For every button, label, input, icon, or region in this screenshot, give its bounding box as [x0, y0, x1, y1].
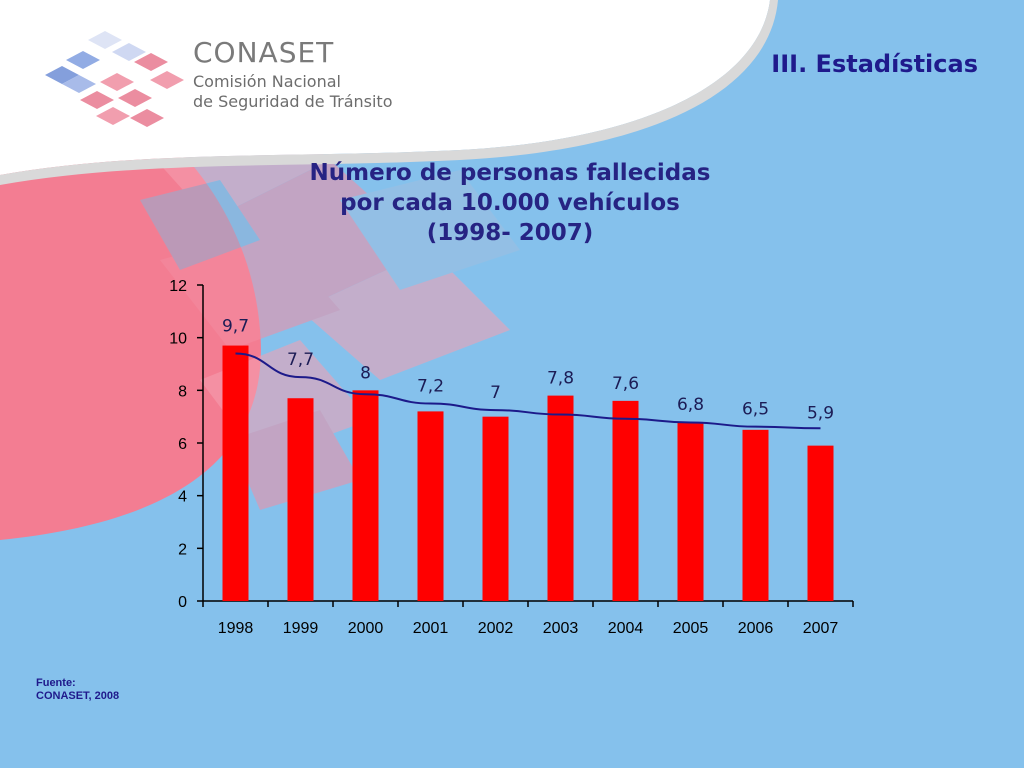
bar — [677, 421, 704, 601]
data-label: 7,6 — [612, 374, 639, 394]
x-tick-label: 2006 — [738, 620, 774, 637]
trend-line-path — [235, 352, 821, 430]
x-tick-label: 2003 — [543, 620, 579, 637]
data-label: 9,7 — [222, 317, 249, 337]
y-axis: 0 2 4 6 8 10 12 — [169, 278, 204, 611]
chart-title: Número de personas fallecidas por cada 1… — [270, 158, 750, 248]
x-tick-label: 2007 — [803, 620, 839, 637]
data-label: 7,2 — [417, 377, 444, 397]
x-tick-label: 2002 — [478, 620, 514, 637]
bar — [547, 395, 574, 601]
section-title: III. Estadísticas — [771, 50, 978, 78]
bar — [482, 416, 509, 601]
x-tick-label: 1998 — [218, 620, 254, 637]
y-tick-label: 0 — [178, 594, 187, 611]
y-tick-label: 2 — [178, 541, 187, 558]
bar — [612, 400, 639, 601]
bar — [742, 429, 769, 601]
bars — [222, 345, 834, 601]
chart-title-line1: Número de personas fallecidas — [309, 160, 711, 186]
data-label: 8 — [360, 363, 371, 383]
chart-title-line3: (1998- 2007) — [426, 220, 594, 246]
y-tick-label: 6 — [178, 436, 187, 453]
data-label: 6,5 — [742, 400, 769, 420]
data-label: 6,8 — [677, 395, 704, 415]
bar — [417, 411, 444, 601]
data-labels: 9,7 7,7 8 7,2 7 7,8 7,6 6,8 6,5 5,9 — [222, 317, 834, 424]
source-value: CONASET, 2008 — [36, 690, 120, 702]
logo-name: CONASET — [193, 36, 335, 69]
bar — [352, 390, 379, 601]
y-tick-label: 4 — [178, 489, 187, 506]
y-tick-label: 10 — [169, 331, 187, 348]
bar — [222, 345, 249, 601]
x-tick-label: 2000 — [348, 620, 384, 637]
x-tick-label: 2005 — [673, 620, 709, 637]
data-label: 5,9 — [807, 403, 834, 423]
data-label: 7,7 — [287, 350, 314, 370]
data-label: 7 — [490, 383, 501, 403]
x-axis: 1998 1999 2000 2001 2002 2003 2004 2005 2006 2007 — [202, 600, 854, 637]
source-label: Fuente: — [36, 677, 76, 689]
logo-subtitle-line1: Comisión Nacional — [193, 72, 341, 91]
y-tick-label: 12 — [169, 278, 187, 295]
chart-title-line2: por cada 10.000 vehículos — [340, 190, 680, 216]
logo-subtitle-line2: de Seguridad de Tránsito — [193, 92, 393, 111]
x-tick-label: 1999 — [283, 620, 319, 637]
y-tick-label: 8 — [178, 383, 187, 400]
x-tick-label: 2004 — [608, 620, 644, 637]
data-label: 7,8 — [547, 369, 574, 389]
trend-line — [235, 352, 821, 430]
x-tick-label: 2001 — [413, 620, 449, 637]
bar — [807, 445, 834, 601]
bar — [287, 398, 314, 601]
